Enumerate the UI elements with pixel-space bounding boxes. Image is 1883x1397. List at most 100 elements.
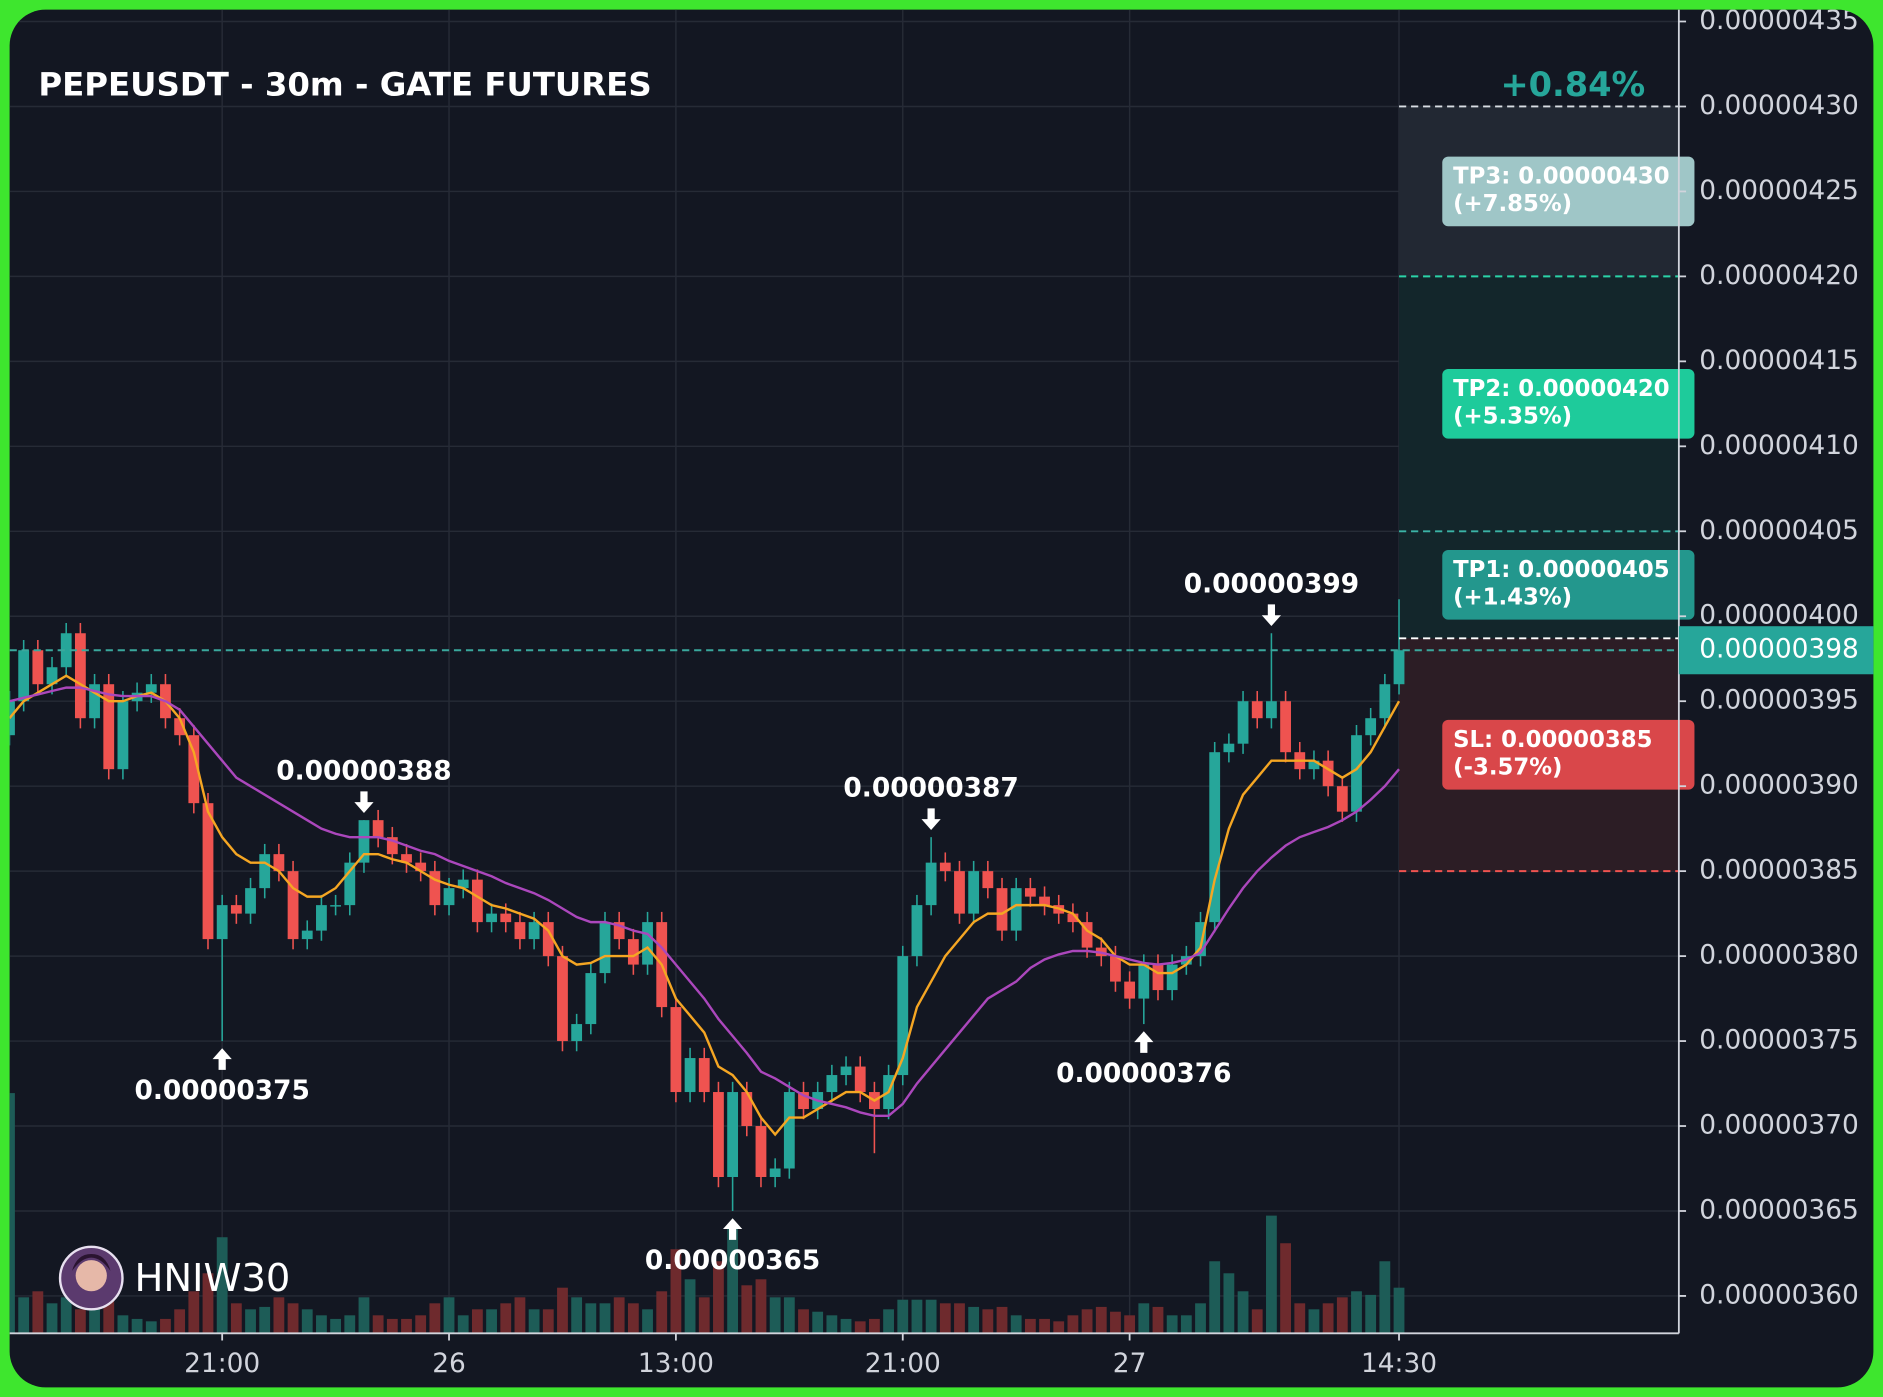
avatar-hair <box>72 1254 111 1271</box>
volume-bar <box>1308 1309 1320 1334</box>
candle-body <box>1138 964 1150 999</box>
candle-body <box>216 905 228 940</box>
volume-bar <box>216 1237 228 1334</box>
candle-body <box>1152 964 1164 991</box>
candle-body <box>542 922 554 957</box>
candle-body <box>372 820 384 838</box>
volume-bar <box>500 1303 512 1334</box>
volume-bar <box>273 1297 285 1334</box>
volume-bar <box>1067 1315 1079 1334</box>
trade-label-box <box>1442 369 1695 439</box>
volume-bar <box>1209 1261 1221 1334</box>
annotation-label: 0.00000387 <box>843 773 1018 804</box>
volume-bar <box>670 1249 682 1334</box>
volume-bar <box>1152 1306 1164 1334</box>
y-tick-label: 0.00000395 <box>1699 685 1859 716</box>
volume-bar <box>401 1318 412 1334</box>
volume-bar <box>727 1225 739 1334</box>
volume-bar <box>245 1309 256 1334</box>
annotation-arrow <box>212 1048 232 1070</box>
change-label: +0.84% <box>1500 65 1645 104</box>
candle-body <box>514 922 526 940</box>
volume-bar <box>230 1303 242 1334</box>
candle-body <box>996 888 1008 931</box>
volume-bar <box>713 1261 724 1334</box>
last-price-box <box>1678 626 1874 675</box>
volume-bar <box>1379 1261 1391 1334</box>
y-tick-label: 0.00000420 <box>1699 260 1859 291</box>
annotation-arrow <box>723 1218 743 1240</box>
candle-body <box>925 862 937 906</box>
candle-body <box>1124 981 1136 999</box>
watermark: HNIW30 <box>135 1256 291 1301</box>
volume-bar <box>599 1303 611 1334</box>
y-tick-label: 0.00000430 <box>1699 90 1859 121</box>
candle-body <box>500 913 512 923</box>
candle-body <box>1223 743 1235 753</box>
volume-bar <box>1110 1311 1121 1334</box>
moving-average-line <box>9 674 1401 1137</box>
volume-bar <box>330 1318 342 1334</box>
volume-bar <box>954 1303 965 1334</box>
y-tick-label: 0.00000375 <box>1699 1025 1859 1056</box>
candle-body <box>627 939 639 965</box>
volume-bar <box>202 1273 214 1334</box>
volume-bar <box>783 1297 795 1334</box>
volume-bar <box>344 1315 356 1334</box>
candle-body <box>1010 888 1022 931</box>
volume-bar <box>1053 1321 1065 1334</box>
y-tick-label: 0.00000405 <box>1699 515 1859 546</box>
candle-body <box>443 888 455 906</box>
y-tick-label: 0.00000400 <box>1699 600 1859 631</box>
candle-body <box>471 879 483 923</box>
x-tick-label: 26 <box>432 1348 466 1379</box>
candle-body <box>1322 760 1334 787</box>
chart-title: PEPEUSDT - 30m - GATE FUTURES <box>38 65 651 103</box>
trade-label-box <box>1442 549 1695 620</box>
volume-bar <box>1223 1273 1235 1334</box>
candle-body <box>1251 701 1263 719</box>
volume-bar <box>798 1309 809 1334</box>
candle-body <box>1166 964 1178 991</box>
volume-bar <box>769 1297 781 1334</box>
candle-body <box>429 871 441 906</box>
candle-body <box>1280 701 1291 753</box>
volume-bar <box>74 1309 86 1334</box>
volume-bar <box>1195 1303 1206 1334</box>
candle-body <box>60 633 72 668</box>
candle-body <box>174 718 186 736</box>
volume-bar <box>557 1287 568 1334</box>
y-tick-label: 0.00000390 <box>1699 770 1859 801</box>
candle-body <box>1024 888 1036 897</box>
volume-bar <box>457 1315 469 1334</box>
candle-body <box>1195 922 1206 957</box>
volume-bar <box>571 1297 583 1334</box>
x-tick-label: 14:30 <box>1361 1348 1437 1379</box>
volume-bar <box>514 1297 526 1334</box>
candle-body <box>613 922 625 940</box>
annotation-label: 0.00000375 <box>134 1075 309 1106</box>
y-tick-label: 0.00000370 <box>1699 1110 1859 1141</box>
volume-bar <box>698 1297 710 1334</box>
candle-body <box>741 1092 753 1127</box>
candle-body <box>684 1058 696 1093</box>
trade-label: TP2: 0.00000420 <box>1453 376 1670 402</box>
trade-change: (+5.35%) <box>1453 404 1572 430</box>
volume-bar <box>1039 1318 1050 1334</box>
candle-body <box>103 684 115 770</box>
y-tick-label: 0.00000385 <box>1699 855 1859 886</box>
candle-body <box>145 684 157 693</box>
candle-body <box>968 871 980 914</box>
volume-bar <box>826 1315 838 1334</box>
volume-bar <box>1138 1303 1150 1334</box>
candle-body <box>911 905 923 957</box>
volume-bar <box>897 1299 909 1334</box>
candle-body <box>486 913 497 923</box>
volume-bar <box>1081 1309 1093 1334</box>
x-tick-label: 21:00 <box>865 1348 941 1379</box>
candle-body <box>245 888 256 914</box>
volume-bar <box>301 1309 313 1334</box>
volume-bar <box>1365 1294 1377 1334</box>
annotation-arrow <box>354 791 374 813</box>
volume-bar <box>642 1309 653 1334</box>
